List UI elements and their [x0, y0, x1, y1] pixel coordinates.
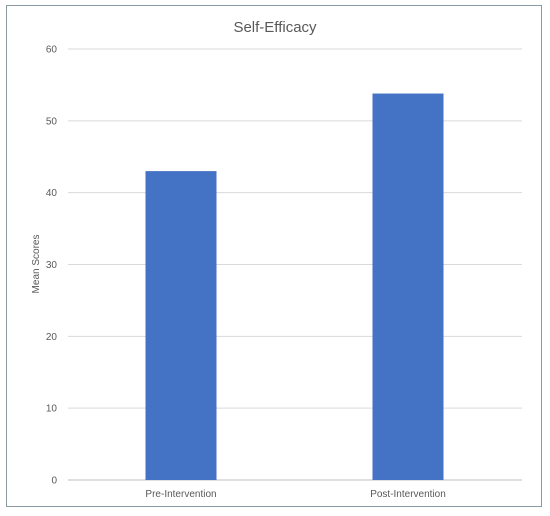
chart-frame [6, 5, 542, 507]
y-tick-label: 60 [46, 45, 58, 56]
bar-pre-intervention [145, 171, 217, 480]
x-tick-label: Post-Intervention [370, 489, 446, 500]
x-tick-label: Pre-Intervention [145, 489, 216, 500]
y-tick-label: 10 [46, 404, 58, 415]
gridlines [68, 48, 522, 481]
y-tick-label: 30 [46, 260, 58, 271]
y-axis-label: Mean Scores [31, 235, 42, 294]
tick-labels: 0 10 20 30 40 50 60 Pre-Intervention Post-Interv… [46, 45, 446, 501]
y-tick-label: 20 [46, 332, 58, 343]
chart-title: Self-Efficacy [233, 19, 317, 36]
bar-post-intervention [372, 93, 444, 480]
y-tick-label: 0 [51, 476, 57, 487]
bars [145, 93, 444, 480]
y-tick-label: 50 [46, 116, 58, 127]
y-tick-label: 40 [46, 188, 58, 199]
